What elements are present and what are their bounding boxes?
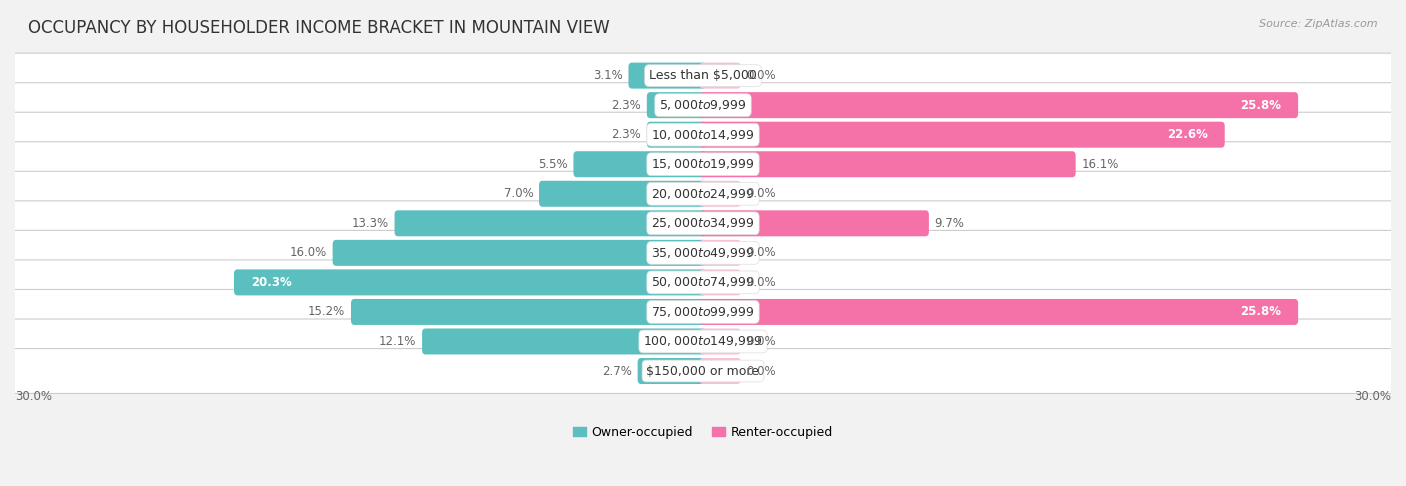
FancyBboxPatch shape: [700, 269, 741, 295]
Text: 0.0%: 0.0%: [747, 69, 776, 82]
FancyBboxPatch shape: [700, 329, 741, 354]
FancyBboxPatch shape: [8, 201, 1398, 246]
FancyBboxPatch shape: [638, 358, 706, 384]
Text: $10,000 to $14,999: $10,000 to $14,999: [651, 128, 755, 142]
Text: Source: ZipAtlas.com: Source: ZipAtlas.com: [1260, 19, 1378, 30]
Text: 30.0%: 30.0%: [1354, 390, 1391, 402]
Text: 9.7%: 9.7%: [935, 217, 965, 230]
Text: 12.1%: 12.1%: [380, 335, 416, 348]
Text: 2.3%: 2.3%: [612, 99, 641, 112]
FancyBboxPatch shape: [8, 112, 1398, 157]
Text: 20.3%: 20.3%: [252, 276, 292, 289]
FancyBboxPatch shape: [647, 92, 706, 118]
FancyBboxPatch shape: [8, 53, 1398, 98]
Text: 2.3%: 2.3%: [612, 128, 641, 141]
Text: 0.0%: 0.0%: [747, 276, 776, 289]
FancyBboxPatch shape: [647, 122, 706, 148]
FancyBboxPatch shape: [700, 210, 929, 236]
Text: $75,000 to $99,999: $75,000 to $99,999: [651, 305, 755, 319]
Text: 0.0%: 0.0%: [747, 246, 776, 260]
FancyBboxPatch shape: [538, 181, 706, 207]
FancyBboxPatch shape: [352, 299, 706, 325]
FancyBboxPatch shape: [8, 290, 1398, 334]
Text: 22.6%: 22.6%: [1167, 128, 1208, 141]
Text: $5,000 to $9,999: $5,000 to $9,999: [659, 98, 747, 112]
Text: $50,000 to $74,999: $50,000 to $74,999: [651, 276, 755, 289]
FancyBboxPatch shape: [700, 122, 1225, 148]
Text: 0.0%: 0.0%: [747, 335, 776, 348]
FancyBboxPatch shape: [8, 319, 1398, 364]
FancyBboxPatch shape: [700, 181, 741, 207]
Text: 25.8%: 25.8%: [1240, 305, 1281, 318]
Text: 16.1%: 16.1%: [1081, 158, 1119, 171]
FancyBboxPatch shape: [8, 260, 1398, 305]
FancyBboxPatch shape: [8, 172, 1398, 216]
FancyBboxPatch shape: [8, 83, 1398, 128]
Text: 13.3%: 13.3%: [352, 217, 389, 230]
FancyBboxPatch shape: [700, 92, 1298, 118]
FancyBboxPatch shape: [233, 269, 706, 295]
FancyBboxPatch shape: [700, 358, 741, 384]
FancyBboxPatch shape: [700, 240, 741, 266]
Text: $35,000 to $49,999: $35,000 to $49,999: [651, 246, 755, 260]
FancyBboxPatch shape: [333, 240, 706, 266]
Text: 16.0%: 16.0%: [290, 246, 326, 260]
Text: 30.0%: 30.0%: [15, 390, 52, 402]
Text: OCCUPANCY BY HOUSEHOLDER INCOME BRACKET IN MOUNTAIN VIEW: OCCUPANCY BY HOUSEHOLDER INCOME BRACKET …: [28, 19, 610, 37]
Text: $20,000 to $24,999: $20,000 to $24,999: [651, 187, 755, 201]
FancyBboxPatch shape: [395, 210, 706, 236]
FancyBboxPatch shape: [574, 151, 706, 177]
Text: 0.0%: 0.0%: [747, 364, 776, 378]
FancyBboxPatch shape: [8, 348, 1398, 394]
Text: 25.8%: 25.8%: [1240, 99, 1281, 112]
FancyBboxPatch shape: [8, 142, 1398, 187]
FancyBboxPatch shape: [700, 299, 1298, 325]
FancyBboxPatch shape: [8, 230, 1398, 275]
Text: $150,000 or more: $150,000 or more: [647, 364, 759, 378]
Text: $15,000 to $19,999: $15,000 to $19,999: [651, 157, 755, 171]
Text: $25,000 to $34,999: $25,000 to $34,999: [651, 216, 755, 230]
Text: 0.0%: 0.0%: [747, 187, 776, 200]
Text: $100,000 to $149,999: $100,000 to $149,999: [644, 334, 762, 348]
Legend: Owner-occupied, Renter-occupied: Owner-occupied, Renter-occupied: [568, 420, 838, 444]
Text: 7.0%: 7.0%: [503, 187, 533, 200]
Text: Less than $5,000: Less than $5,000: [650, 69, 756, 82]
Text: 2.7%: 2.7%: [602, 364, 631, 378]
Text: 3.1%: 3.1%: [593, 69, 623, 82]
FancyBboxPatch shape: [700, 63, 741, 88]
FancyBboxPatch shape: [628, 63, 706, 88]
FancyBboxPatch shape: [422, 329, 706, 354]
Text: 5.5%: 5.5%: [538, 158, 568, 171]
FancyBboxPatch shape: [700, 151, 1076, 177]
Text: 15.2%: 15.2%: [308, 305, 346, 318]
